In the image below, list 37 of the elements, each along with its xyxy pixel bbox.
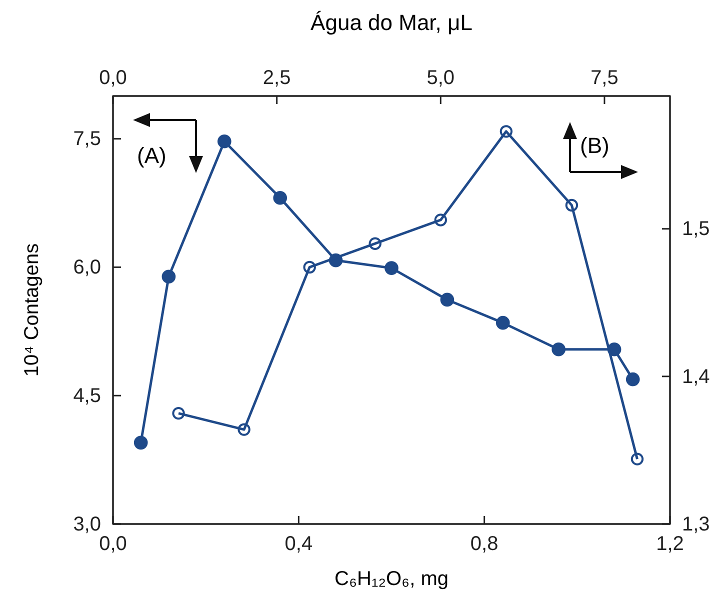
- x-tick-label: 0,4: [284, 533, 313, 556]
- y-tick-label: 1,4: [682, 366, 710, 388]
- point: [626, 372, 640, 386]
- point: [434, 214, 447, 226]
- x-tick-label: 0,0: [99, 67, 127, 89]
- point: [368, 237, 382, 250]
- x-tick-label: 1,2: [656, 533, 684, 556]
- point: [630, 452, 644, 466]
- y-axis-title: 10⁴ Contagens: [21, 243, 43, 377]
- x-tick-label: 0,0: [99, 533, 127, 556]
- y-tick-label: 7,5: [73, 128, 101, 150]
- point: [162, 270, 176, 284]
- x-tick-label: 2,5: [262, 67, 291, 89]
- point: [303, 260, 316, 274]
- point: [500, 125, 513, 138]
- x-axis-title: Água do Mar, μL: [310, 10, 472, 35]
- point: [238, 423, 250, 436]
- point: [217, 134, 232, 148]
- x-tick-label: 0,8: [470, 533, 498, 556]
- point: [384, 261, 398, 275]
- point: [273, 190, 288, 205]
- point: [552, 342, 566, 356]
- x-tick-label: 7,5: [590, 67, 618, 89]
- point: [134, 436, 148, 450]
- y-tick-label: 3,0: [73, 513, 101, 536]
- point: [565, 198, 578, 212]
- y-tick-label: 1,3: [682, 513, 710, 536]
- point: [496, 316, 510, 330]
- annotation: (B): [580, 133, 610, 158]
- annotation: (A): [137, 143, 166, 168]
- y-tick-label: 1,5: [682, 218, 710, 240]
- x-axis-title: C₆H₁₂O₆, mg: [334, 568, 448, 590]
- y-tick-label: 4,5: [73, 385, 101, 407]
- y-tick-label: 6,0: [73, 256, 101, 279]
- point: [172, 406, 185, 420]
- x-tick-label: 5,0: [426, 67, 455, 89]
- point: [440, 292, 454, 307]
